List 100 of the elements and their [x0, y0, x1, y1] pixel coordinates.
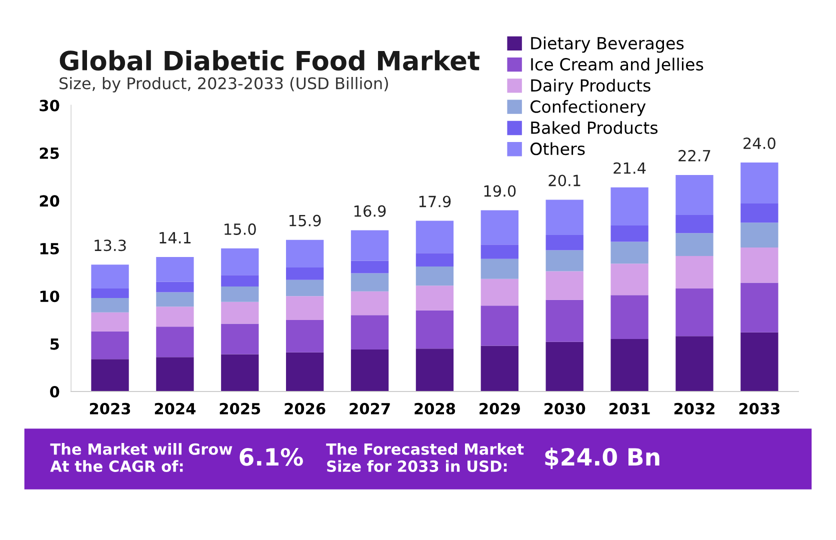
bar — [416, 348, 454, 392]
total-label: 15.0 — [224, 223, 256, 235]
bar — [740, 222, 778, 248]
bar — [546, 271, 584, 300]
y-tick-label: 15 — [40, 243, 59, 254]
x-tick-label: 2032 — [674, 402, 714, 414]
y-tick-label: 20 — [40, 195, 60, 207]
bar — [676, 174, 714, 216]
total-label: 14.1 — [160, 232, 191, 244]
bar — [156, 357, 194, 392]
bar — [286, 280, 324, 296]
bar — [350, 273, 389, 292]
bar — [480, 244, 518, 259]
bar — [676, 288, 714, 336]
bar — [350, 260, 389, 274]
bar — [91, 298, 129, 312]
bar — [286, 320, 324, 352]
legend-label: Dietary Beverages — [531, 36, 684, 53]
x-tick-label: 2024 — [154, 402, 196, 414]
text: 6.1% — [240, 448, 303, 466]
bar — [416, 286, 454, 310]
bar — [221, 275, 259, 287]
x-tick-label: 2033 — [739, 402, 780, 414]
bar — [546, 300, 584, 342]
bar — [221, 354, 259, 392]
total-label: 19.0 — [484, 185, 516, 197]
bar — [221, 248, 259, 276]
bar — [350, 230, 389, 261]
bar — [91, 288, 129, 298]
bar — [91, 312, 129, 332]
bar — [350, 315, 389, 350]
bar — [221, 302, 259, 324]
bar — [156, 292, 194, 307]
text: The Forecasted Market Size for 2033 in USD: — [326, 443, 524, 472]
legend-label: Ice Cream and Jellies — [531, 58, 704, 74]
bar — [480, 210, 518, 245]
x-tick-label: 2029 — [480, 402, 520, 414]
bar — [740, 332, 778, 392]
bar — [416, 266, 454, 286]
x-tick-label: 2031 — [609, 402, 650, 414]
y-tick-label: 10 — [40, 290, 60, 302]
chart-title: Global Diabetic Food Market — [60, 50, 480, 71]
text: $24.0 Bn — [545, 448, 660, 469]
bar — [286, 352, 324, 392]
text: The Market will Grow At the CAGR of: — [50, 443, 232, 472]
bar — [610, 295, 648, 340]
bar — [676, 336, 714, 392]
bar — [610, 226, 648, 242]
bar — [416, 220, 454, 254]
bar — [740, 247, 778, 283]
bar — [610, 187, 648, 226]
chart-subtitle: Size, by Product, 2023-2033 (USD Billion) — [60, 76, 388, 92]
y-tick-label: 0 — [50, 386, 60, 398]
bar — [156, 256, 194, 282]
total-label: 20.1 — [548, 174, 580, 186]
bar — [546, 200, 584, 236]
bar — [91, 331, 129, 360]
total-label: 15.9 — [290, 214, 321, 226]
total-label: 24.0 — [744, 138, 776, 150]
x-tick-label: 2027 — [350, 402, 390, 414]
bar — [286, 267, 324, 280]
bar — [480, 306, 518, 346]
bar — [350, 291, 389, 316]
legend-label: Dairy Products — [531, 78, 650, 95]
bar — [610, 264, 648, 296]
y-tick-label: 30 — [40, 100, 60, 112]
bar — [740, 204, 778, 223]
bar — [91, 359, 129, 392]
bar — [221, 324, 259, 354]
x-tick-label: 2030 — [544, 402, 586, 414]
legend-label: Others — [530, 142, 585, 156]
total-label: 17.9 — [419, 196, 451, 208]
bar — [610, 339, 648, 392]
bar — [740, 162, 778, 204]
bar — [156, 326, 194, 358]
bar — [350, 350, 389, 392]
bar — [480, 346, 518, 392]
total-label: 22.7 — [678, 150, 710, 162]
total-label: 21.4 — [614, 162, 646, 174]
bar — [740, 282, 778, 332]
bar — [676, 256, 714, 288]
x-tick-label: 2026 — [284, 402, 326, 414]
bar — [480, 258, 518, 279]
bar — [156, 282, 194, 292]
bar — [416, 310, 454, 349]
total-label: 13.3 — [94, 240, 126, 252]
y-tick-label: 25 — [40, 147, 59, 160]
x-tick-label: 2023 — [90, 402, 130, 414]
bar — [286, 296, 324, 320]
bar — [416, 253, 454, 267]
bar — [480, 278, 518, 306]
bar — [546, 235, 584, 250]
y-tick-label: 5 — [50, 338, 59, 350]
bar — [286, 240, 324, 268]
bar — [221, 286, 259, 302]
legend-label: Confectionery — [530, 100, 646, 116]
bar — [676, 233, 714, 256]
bar — [676, 215, 714, 234]
bar — [546, 250, 584, 272]
bar — [610, 242, 648, 264]
